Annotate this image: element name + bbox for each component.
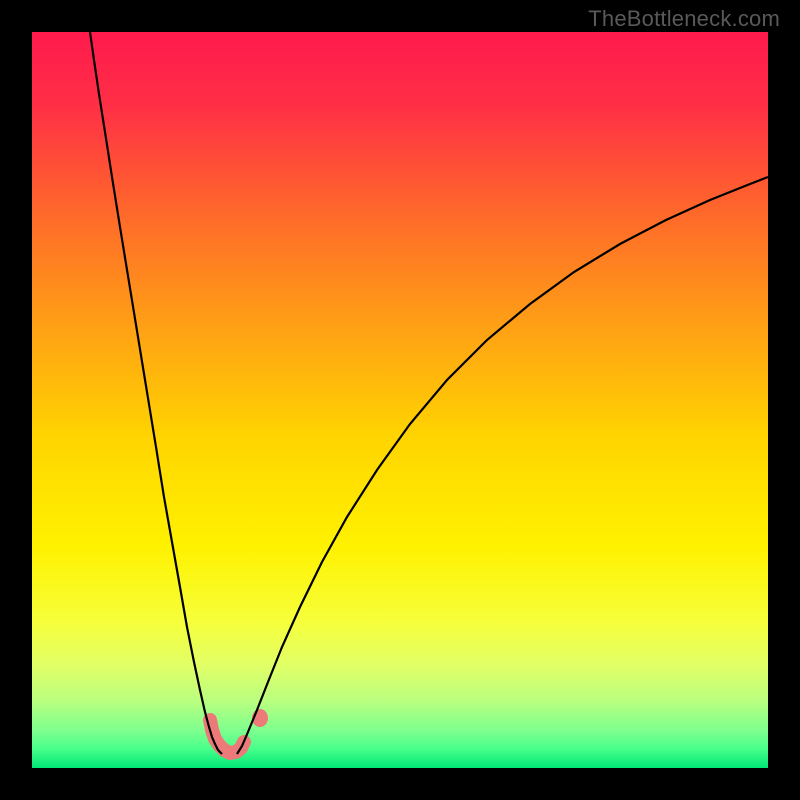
watermark-text: TheBottleneck.com xyxy=(588,6,780,32)
bottleneck-curve-right xyxy=(237,177,768,754)
bottleneck-curve-left xyxy=(90,32,222,754)
plot-area xyxy=(32,32,768,768)
curve-layer xyxy=(32,32,768,768)
chart-root: TheBottleneck.com xyxy=(0,0,800,800)
trough-highlight xyxy=(210,720,244,753)
